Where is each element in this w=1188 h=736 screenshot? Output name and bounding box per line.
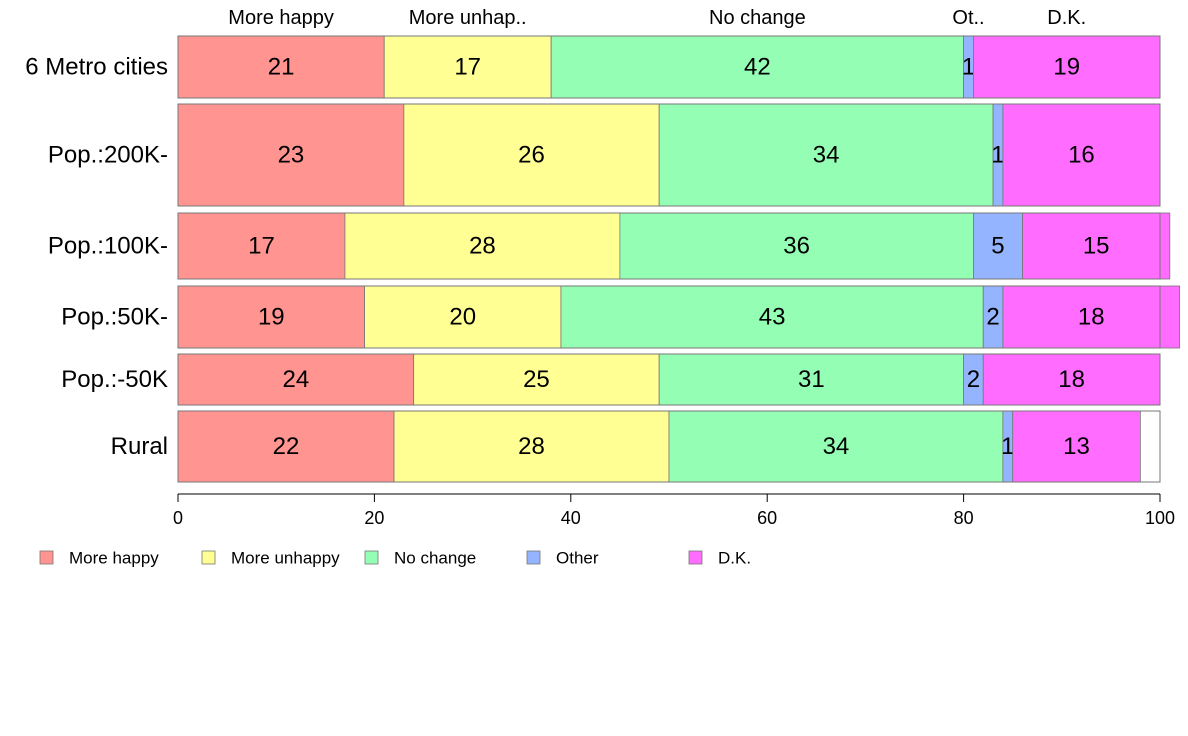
data-label: 42 xyxy=(744,54,771,81)
data-label: 34 xyxy=(823,433,850,460)
x-tick-label: 0 xyxy=(173,508,183,528)
x-tick-label: 100 xyxy=(1145,508,1175,528)
row-label: Pop.:50K- xyxy=(61,304,168,331)
row-label: Pop.:200K- xyxy=(48,142,168,169)
x-tick-label: 80 xyxy=(954,508,974,528)
bar-row: Pop.:50K- 19 20 43 2 18 xyxy=(61,285,1181,349)
x-tick-label: 60 xyxy=(757,508,777,528)
legend-label: D.K. xyxy=(718,549,751,568)
top-category-labels: More happy More unhap.. No change Ot.. D.K. xyxy=(228,7,1086,29)
data-label: 43 xyxy=(759,304,786,331)
row-border xyxy=(177,103,1161,207)
data-label: 23 xyxy=(278,142,305,169)
bar-row: 6 Metro cities 21 17 42 1 19 xyxy=(25,35,1161,99)
data-label: 17 xyxy=(248,233,275,260)
data-label: 16 xyxy=(1068,142,1095,169)
legend-label: Other xyxy=(556,549,599,568)
data-label: 18 xyxy=(1058,366,1085,393)
bar-segment xyxy=(393,410,670,483)
legend: More happy More unhappy No change Other D.K. xyxy=(39,549,751,568)
row-label: 6 Metro cities xyxy=(25,54,168,81)
legend-label: More unhappy xyxy=(231,549,340,568)
data-label: 20 xyxy=(449,304,476,331)
bar-segment xyxy=(560,285,984,349)
data-label: 28 xyxy=(518,433,545,460)
row-label: Rural xyxy=(111,433,168,460)
legend-item: More happy xyxy=(39,549,159,568)
top-category-label: No change xyxy=(709,7,806,29)
data-label: 24 xyxy=(282,366,309,393)
data-label: 19 xyxy=(1053,54,1080,81)
bar-row: Pop.:100K- 17 28 36 5 15 xyxy=(48,212,1171,280)
x-axis: 0 20 40 60 80 100 xyxy=(173,493,1175,528)
bar-segment xyxy=(619,212,974,280)
bar-row: Pop.:200K- 23 26 34 1 16 xyxy=(48,103,1161,207)
data-label: 19 xyxy=(258,304,285,331)
bar-segment xyxy=(364,285,562,349)
top-category-label: Ot.. xyxy=(952,7,984,29)
bar-segment xyxy=(344,212,621,280)
data-label: 36 xyxy=(783,233,810,260)
data-label: 26 xyxy=(518,142,545,169)
data-label: 31 xyxy=(798,366,825,393)
bar-segment xyxy=(658,353,965,406)
legend-label: More happy xyxy=(69,549,159,568)
bar-segment xyxy=(658,103,994,207)
data-label: 34 xyxy=(813,142,840,169)
legend-swatch xyxy=(39,550,54,565)
bar-segment xyxy=(413,353,660,406)
data-label: 18 xyxy=(1078,304,1105,331)
data-label: 17 xyxy=(454,54,481,81)
row-border xyxy=(177,35,1161,99)
data-label: 1 xyxy=(962,54,975,81)
top-category-label: More unhap.. xyxy=(409,7,527,29)
bar-segment xyxy=(177,35,385,99)
bar-segment xyxy=(1002,103,1161,207)
x-tick-label: 40 xyxy=(561,508,581,528)
bar-segment xyxy=(982,353,1161,406)
bar-row: Rural 22 28 34 1 13 xyxy=(111,410,1161,483)
bar-segment xyxy=(177,410,395,483)
row-border xyxy=(177,353,1161,406)
bar-segment xyxy=(1022,212,1171,280)
data-label: 22 xyxy=(273,433,300,460)
bar-segment xyxy=(177,353,415,406)
data-label: 1 xyxy=(991,142,1004,169)
data-label: 5 xyxy=(991,233,1004,260)
legend-item: Other xyxy=(526,549,599,568)
bar-segment xyxy=(383,35,552,99)
row-border xyxy=(177,212,1161,280)
legend-swatch xyxy=(201,550,216,565)
row-label: Pop.:100K- xyxy=(48,233,168,260)
legend-swatch xyxy=(526,550,541,565)
data-label: 1 xyxy=(1001,433,1014,460)
data-label: 25 xyxy=(523,366,550,393)
row-label: Pop.:-50K xyxy=(61,366,168,393)
data-label: 2 xyxy=(986,304,999,331)
row-border xyxy=(177,285,1161,349)
legend-swatch xyxy=(364,550,379,565)
x-tick-label: 20 xyxy=(364,508,384,528)
top-category-label: More happy xyxy=(228,7,334,29)
data-label: 28 xyxy=(469,233,496,260)
data-label: 13 xyxy=(1063,433,1090,460)
data-label: 21 xyxy=(268,54,295,81)
legend-item: More unhappy xyxy=(201,549,340,568)
legend-swatch xyxy=(688,550,703,565)
legend-item: D.K. xyxy=(688,549,751,568)
data-label: 2 xyxy=(967,366,980,393)
data-label: 15 xyxy=(1083,233,1110,260)
legend-item: No change xyxy=(364,549,476,568)
bar-segment xyxy=(1002,285,1181,349)
bar-row: Pop.:-50K 24 25 31 2 18 xyxy=(61,353,1161,406)
bar-segment xyxy=(973,212,1023,280)
row-border xyxy=(177,410,1161,483)
bar-segment xyxy=(1012,410,1141,483)
legend-label: No change xyxy=(394,549,476,568)
top-category-label: D.K. xyxy=(1047,7,1086,29)
bar-segment xyxy=(973,35,1161,99)
bar-segment xyxy=(177,212,346,280)
